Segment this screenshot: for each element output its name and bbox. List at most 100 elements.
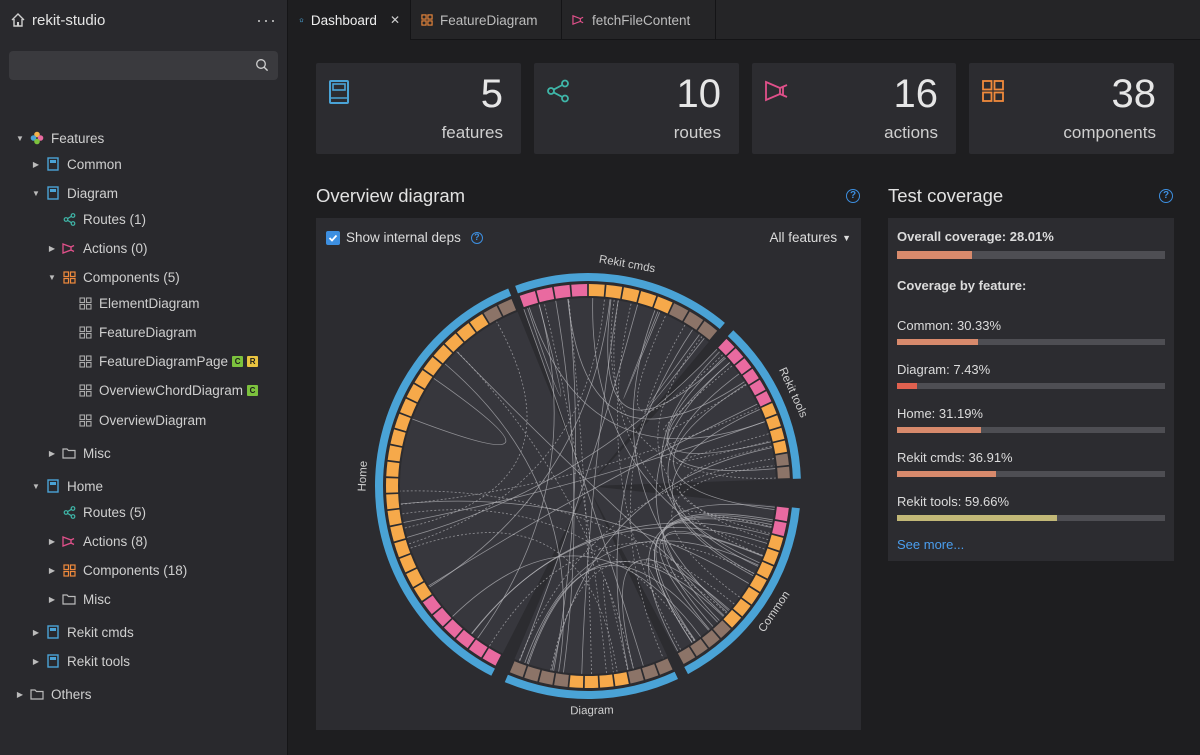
- tree-item-home-actions[interactable]: ▶ Actions (8): [47, 531, 148, 551]
- tab-dashboard[interactable]: Dashboard ✕: [289, 0, 411, 40]
- tree-item-others[interactable]: ▶ Others: [15, 684, 92, 704]
- tree-item-feature-diagram-page[interactable]: FeatureDiagramPage C R: [78, 351, 259, 371]
- more-options-icon[interactable]: ···: [256, 9, 277, 30]
- coverage-item-label: Diagram: 7.43%: [897, 362, 991, 377]
- see-more-link[interactable]: See more...: [897, 537, 965, 552]
- element-segment: [775, 506, 789, 522]
- caret-right-icon[interactable]: ▶: [48, 536, 56, 546]
- caret-right-icon[interactable]: ▶: [48, 243, 56, 253]
- dependency-chord: [567, 299, 745, 420]
- element-segment: [498, 299, 517, 316]
- element-segment: [406, 384, 424, 403]
- stat-card-features[interactable]: 5 features: [316, 63, 521, 154]
- caret-right-icon[interactable]: ▶: [32, 627, 40, 637]
- caret-down-icon[interactable]: ▼: [48, 272, 56, 282]
- tree-item-home[interactable]: ▼ Home: [31, 476, 103, 496]
- tree-item-diagram[interactable]: ▼ Diagram: [31, 183, 118, 203]
- show-internal-deps-checkbox[interactable]: Show internal deps ?: [326, 230, 483, 245]
- close-tab-icon[interactable]: ✕: [389, 13, 400, 27]
- tree-item-home-routes[interactable]: Routes (5): [62, 502, 146, 522]
- tree-item-diagram-routes[interactable]: Routes (1): [62, 209, 146, 229]
- checkbox-checked-icon[interactable]: [326, 230, 340, 245]
- element-segment: [386, 478, 399, 493]
- tree-item-label: Common: [67, 156, 122, 172]
- help-icon[interactable]: ?: [846, 189, 860, 203]
- tree-item-element-diagram[interactable]: ElementDiagram: [78, 293, 200, 313]
- help-icon[interactable]: ?: [470, 231, 483, 244]
- tree-item-diagram-misc[interactable]: ▶ Misc: [47, 443, 111, 463]
- tree-item-label: Misc: [83, 591, 111, 607]
- book-icon: [46, 157, 60, 171]
- stat-card-components[interactable]: 38 components: [969, 63, 1174, 154]
- tree-item-rekit-tools[interactable]: ▶ Rekit tools: [31, 651, 130, 671]
- coverage-item-fill: [897, 427, 981, 433]
- stat-label: actions: [884, 123, 938, 142]
- tree-item-label: FeatureDiagramPage: [99, 353, 229, 369]
- tree-item-label: Components (18): [83, 562, 188, 578]
- caret-right-icon[interactable]: ▶: [48, 565, 56, 575]
- search-icon[interactable]: [255, 58, 269, 72]
- book-icon: [46, 654, 60, 668]
- dependency-chord: [654, 516, 773, 643]
- element-segment: [390, 524, 406, 542]
- tree-item-feature-diagram[interactable]: FeatureDiagram: [78, 322, 197, 342]
- stat-card-routes[interactable]: 10 routes: [534, 63, 739, 154]
- tree-item-features[interactable]: ▼ Features: [15, 128, 104, 148]
- overview-title: Overview diagram: [316, 185, 466, 206]
- tab-feature-diagram[interactable]: FeatureDiagram: [411, 0, 562, 40]
- dependency-chord: [621, 559, 730, 669]
- tree-item-diagram-components[interactable]: ▼ Components (5): [47, 267, 180, 287]
- overall-coverage-fill: [897, 251, 973, 259]
- caret-down-icon[interactable]: ▼: [32, 188, 40, 198]
- dependency-chord: [555, 300, 575, 673]
- overview-diagram-panel: Show internal deps ? All features ▼ Reki…: [316, 218, 861, 730]
- element-segment: [653, 296, 673, 314]
- caret-down-icon[interactable]: ▼: [16, 133, 24, 143]
- caret-right-icon[interactable]: ▶: [32, 159, 40, 169]
- home-icon: [299, 17, 304, 23]
- feature-arc-label: Home: [357, 461, 370, 492]
- element-segment: [387, 509, 402, 526]
- stat-card-actions[interactable]: 16 actions: [752, 63, 956, 154]
- coverage-item-label: Home: 31.19%: [897, 406, 983, 421]
- caret-right-icon[interactable]: ▶: [48, 448, 56, 458]
- dependency-chord: [678, 433, 771, 463]
- tree-item-diagram-actions[interactable]: ▶ Actions (0): [47, 238, 148, 258]
- tree-item-common[interactable]: ▶ Common: [31, 154, 122, 174]
- app-title[interactable]: rekit-studio: [10, 12, 105, 29]
- dependency-chord: [671, 409, 760, 577]
- tree-item-overview-diagram[interactable]: OverviewDiagram: [78, 410, 206, 430]
- sidebar: rekit-studio ··· ▼ Features ▶ Common ▼: [0, 0, 288, 755]
- caret-right-icon[interactable]: ▶: [32, 656, 40, 666]
- caret-right-icon[interactable]: ▶: [48, 594, 56, 604]
- element-segment: [669, 303, 689, 322]
- element-segment: [756, 561, 774, 579]
- element-segment: [571, 284, 588, 297]
- tab-fetch-file-content[interactable]: fetchFileContent: [562, 0, 716, 40]
- tree-item-home-misc[interactable]: ▶ Misc: [47, 589, 111, 609]
- tree-item-home-components[interactable]: ▶ Components (18): [47, 560, 187, 580]
- tree-item-rekit-cmds[interactable]: ▶ Rekit cmds: [31, 622, 134, 642]
- tree-item-label: Components (5): [83, 269, 180, 285]
- caret-right-icon[interactable]: ▶: [16, 689, 24, 699]
- tree-item-label: ElementDiagram: [99, 295, 200, 311]
- element-segment: [677, 647, 696, 664]
- tree-item-label: Actions (0): [83, 240, 148, 256]
- dependency-chord: [663, 365, 747, 432]
- element-segment: [539, 670, 555, 685]
- help-icon[interactable]: ?: [1159, 189, 1173, 203]
- feature-arc-label: Rekit cmds: [598, 254, 656, 276]
- feature-filter-select[interactable]: All features ▼: [770, 230, 851, 245]
- dependency-chord: [673, 383, 775, 510]
- app-title-label: rekit-studio: [32, 11, 106, 29]
- chord-group-wedge: [588, 348, 776, 486]
- element-segment: [605, 284, 623, 299]
- dependency-chord: [661, 351, 755, 575]
- tree-item-overview-chord-diagram[interactable]: OverviewChordDiagram C: [78, 380, 259, 400]
- element-segment: [713, 620, 731, 639]
- components-icon: [982, 80, 1004, 102]
- search-input[interactable]: [9, 51, 278, 80]
- element-segment: [456, 323, 476, 342]
- caret-down-icon[interactable]: ▼: [32, 481, 40, 491]
- element-segment: [628, 668, 644, 684]
